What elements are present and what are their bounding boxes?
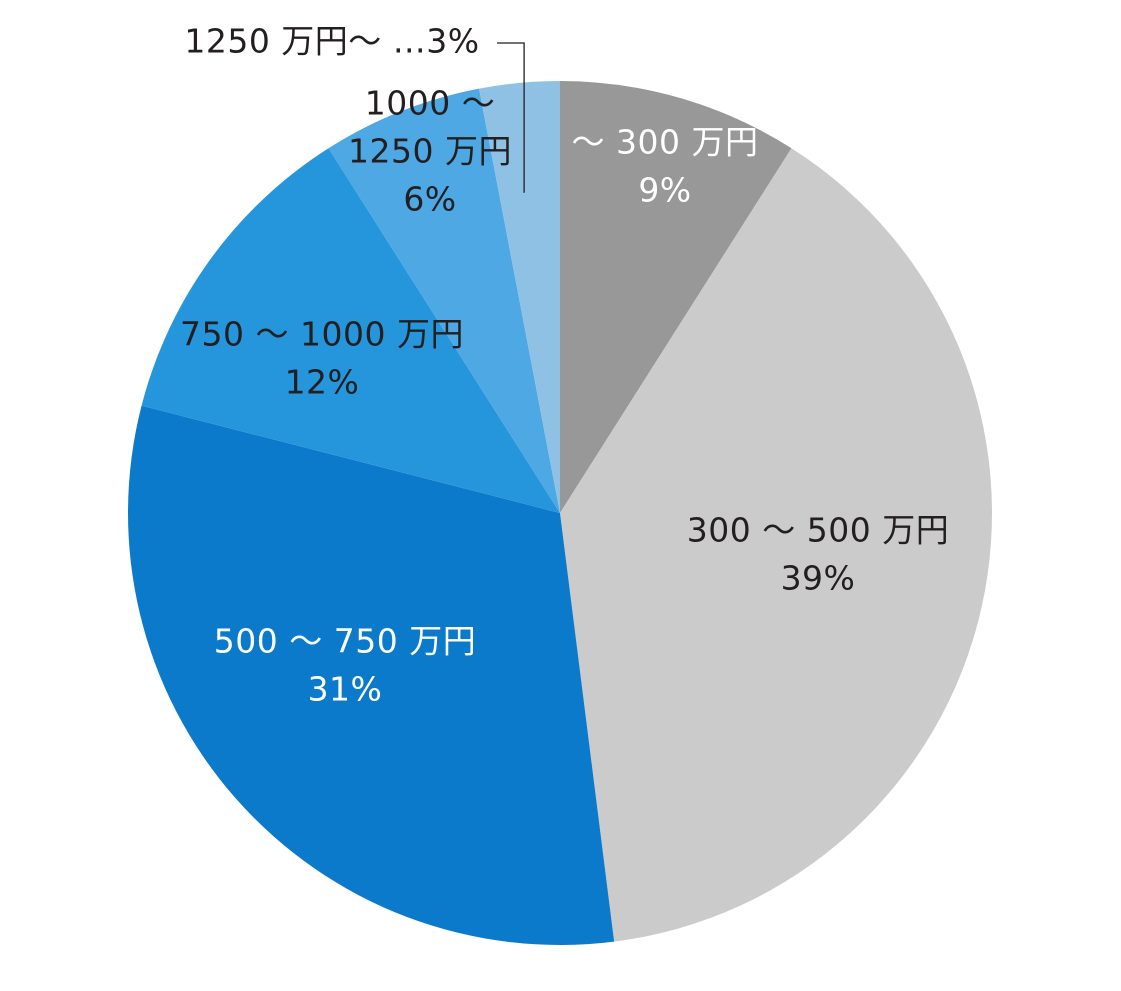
slice-label-line: 1000 ～ (365, 84, 495, 123)
slice-label-line: ～ 300 万円 (572, 123, 759, 162)
pie-slice (560, 81, 792, 513)
slice-label-line: 1250 万円～ …3% (184, 22, 479, 61)
label-leader-line (497, 42, 525, 193)
pie-slice (141, 148, 560, 513)
slice-label: 750 ～ 1000 万円 12% (180, 315, 464, 402)
slice-label-line: 39% (781, 559, 856, 598)
pie-slice (128, 405, 615, 945)
slice-label: 1250 万円～ …3% (184, 22, 479, 61)
slice-label-line: 6% (403, 180, 456, 219)
slice-label-line: 750 ～ 1000 万円 (180, 315, 464, 354)
slice-label-line: 31% (308, 670, 383, 709)
slice-label-line: 300 ～ 500 万円 (687, 511, 949, 550)
slice-label-line: 500 ～ 750 万円 (214, 622, 476, 661)
pie-slice (328, 88, 560, 514)
slice-label: ～ 300 万円 9% (572, 123, 759, 210)
leader-layer (497, 42, 525, 193)
labels-layer: ～ 300 万円 9% 300 ～ 500 万円 39% 500 ～ 750 万円 31%… (180, 22, 949, 709)
pie-slice (560, 148, 992, 942)
slice-label: 1000 ～ 1250 万円 6% (348, 84, 512, 219)
slice-label-line: 1250 万円 (348, 132, 512, 171)
slice-label-line: 9% (638, 171, 691, 210)
slice-label: 300 ～ 500 万円 39% (687, 511, 949, 598)
pie-slice (479, 81, 560, 513)
slice-label: 500 ～ 750 万円 31% (214, 622, 476, 709)
slice-label-line: 12% (285, 363, 360, 402)
slices-layer (128, 81, 992, 945)
